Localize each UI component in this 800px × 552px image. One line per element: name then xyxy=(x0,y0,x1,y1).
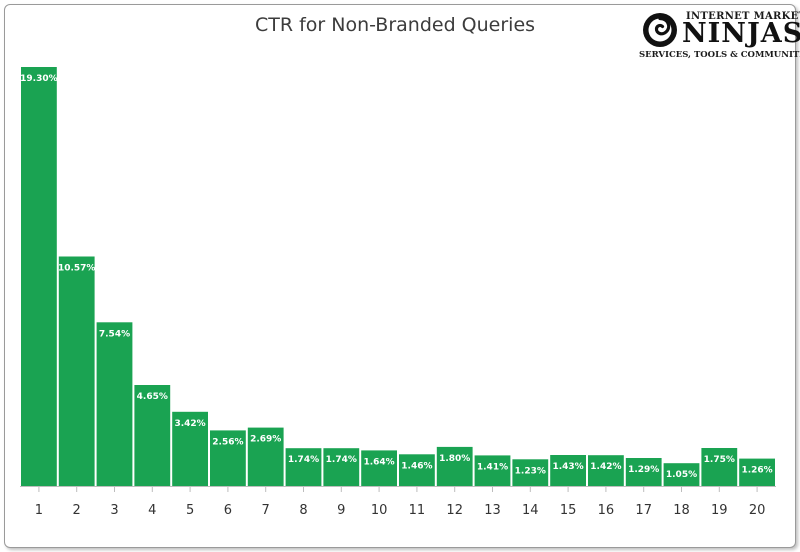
bar-value-label: 1.05% xyxy=(666,470,697,480)
x-tick-label: 1 xyxy=(35,503,43,518)
bar-5 xyxy=(172,411,208,486)
x-tick-label: 2 xyxy=(73,503,81,518)
bar-value-label: 1.29% xyxy=(628,465,659,475)
bar-18 xyxy=(663,463,700,486)
bar-15 xyxy=(550,455,586,486)
bar-value-label: 1.74% xyxy=(326,455,357,465)
bar-value-label: 1.64% xyxy=(363,457,394,467)
bar-value-label: 7.54% xyxy=(99,329,130,339)
x-tick-label: 11 xyxy=(409,503,426,518)
bar-value-label: 1.75% xyxy=(704,455,735,465)
bar-value-label: 1.23% xyxy=(515,466,546,476)
bar-17 xyxy=(625,458,662,486)
bar-8 xyxy=(285,448,322,486)
bar-19 xyxy=(701,448,738,486)
bar-6 xyxy=(210,430,246,486)
logo-wordmark: NINJAS xyxy=(682,18,800,49)
x-tick-label: 15 xyxy=(560,503,577,518)
chart-title: CTR for Non-Branded Queries xyxy=(254,14,536,36)
x-tick-label: 4 xyxy=(148,503,156,518)
logo-tagline-top: INTERNET MARKETING xyxy=(686,11,800,22)
brand-logo: INTERNET MARKETING NINJAS SERVICES, TOOL… xyxy=(638,6,800,62)
x-tick-label: 7 xyxy=(262,503,270,518)
bar-16 xyxy=(588,455,624,486)
bar-4 xyxy=(134,385,171,486)
bar-value-label: 1.42% xyxy=(590,462,621,472)
x-tick-label: 17 xyxy=(635,503,652,518)
bar-7 xyxy=(247,427,284,486)
bar-value-label: 1.26% xyxy=(741,466,772,476)
x-tick-label: 3 xyxy=(110,503,118,518)
x-tick-label: 20 xyxy=(749,503,766,518)
x-tick-label: 5 xyxy=(186,503,194,518)
bar-value-label: 1.80% xyxy=(439,454,470,464)
bar-value-label: 10.57% xyxy=(58,264,96,274)
x-tick-label: 12 xyxy=(446,503,463,518)
bar-value-label: 1.43% xyxy=(552,462,583,472)
x-tick-label: 10 xyxy=(371,503,388,518)
bar-14 xyxy=(512,459,549,486)
bar-value-label: 1.41% xyxy=(477,462,508,472)
x-tick-label: 14 xyxy=(522,503,539,518)
bar-12 xyxy=(436,446,473,486)
x-tick-label: 6 xyxy=(224,503,232,518)
bar-2 xyxy=(58,256,95,486)
x-tick-label: 8 xyxy=(299,503,307,518)
bar-value-label: 2.56% xyxy=(212,437,243,447)
x-tick-label: 18 xyxy=(673,503,690,518)
bar-value-label: 1.46% xyxy=(401,461,432,471)
ninja-swirl-icon xyxy=(643,13,677,47)
x-tick-label: 19 xyxy=(711,503,728,518)
bar-20 xyxy=(739,458,775,486)
bar-1 xyxy=(21,67,57,486)
bar-3 xyxy=(96,322,133,486)
logo-tagline-bottom: SERVICES, TOOLS & COMMUNITIES xyxy=(639,50,800,60)
x-tick-label: 16 xyxy=(598,503,615,518)
x-tick-label: 13 xyxy=(484,503,501,518)
bar-value-label: 19.30% xyxy=(20,74,58,84)
bar-value-label: 3.42% xyxy=(174,419,205,429)
bar-value-label: 4.65% xyxy=(137,392,168,402)
bar-9 xyxy=(323,448,360,486)
bar-10 xyxy=(361,450,397,486)
bar-11 xyxy=(399,454,435,486)
bar-13 xyxy=(474,455,511,486)
bar-value-label: 1.74% xyxy=(288,455,319,465)
x-tick-label: 9 xyxy=(337,503,345,518)
bar-value-label: 2.69% xyxy=(250,435,281,445)
